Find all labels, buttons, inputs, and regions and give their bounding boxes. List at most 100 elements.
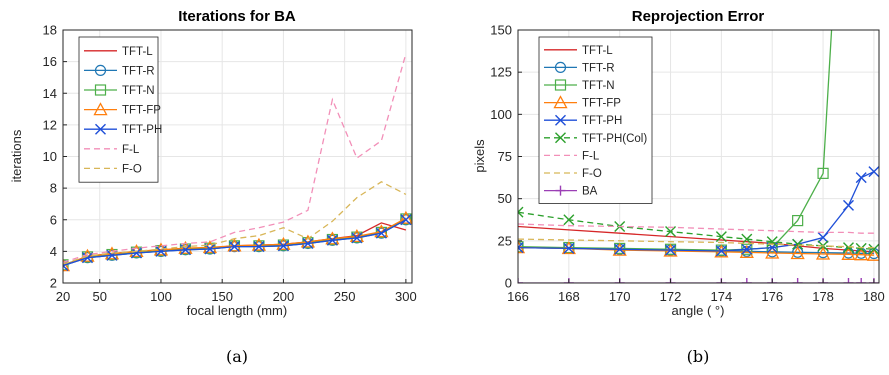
legend-label: TFT-FP [582, 98, 621, 110]
x-tick-label: 168 [558, 289, 580, 304]
legend-label: TFT-R [122, 65, 155, 77]
data-point [375, 227, 387, 239]
data-point [563, 242, 575, 254]
y-tick-label: 8 [50, 181, 57, 196]
series-line [518, 171, 875, 252]
data-point [81, 252, 93, 264]
data-point [792, 238, 804, 250]
data-point [614, 243, 626, 255]
legend-label: TFT-FP [122, 105, 161, 117]
data-point [253, 241, 265, 253]
data-point [130, 247, 142, 259]
legend-marker [555, 114, 566, 126]
data-point [518, 241, 524, 253]
legend-label: F-L [582, 150, 600, 162]
legend-label: TFT-L [122, 46, 153, 58]
y-tick-label: 18 [43, 23, 57, 38]
y-tick-label: 6 [50, 212, 57, 227]
axes-box [62, 29, 413, 284]
y-tick-label: 100 [490, 107, 512, 122]
y-tick-label: 150 [490, 23, 512, 38]
x-tick-label: 250 [334, 289, 356, 304]
series-line [518, 211, 874, 250]
legend-label: F-O [122, 163, 142, 175]
y-tick-label: 25 [498, 233, 512, 248]
y-tick-label: 0 [505, 276, 512, 291]
data-point [868, 166, 879, 178]
data-point [326, 234, 338, 246]
data-point [765, 245, 780, 259]
axes: 166 168 170 172 174 176 178 180 0 25 50 75 100 125 150 [490, 23, 884, 305]
series-line [518, 238, 874, 249]
data-point [817, 167, 829, 179]
data-point [790, 246, 805, 260]
data-point [856, 278, 867, 283]
legend-label: TFT-R [582, 62, 615, 74]
data-point [715, 245, 727, 257]
figure-caption: (a) [226, 347, 248, 366]
y-axis-label: pixels [472, 139, 487, 173]
data-point [792, 214, 804, 227]
legend: TFT-L TFT-R TFT-N TFT-FP TFT-PH TFT-PH(Col) F-… [538, 36, 653, 204]
x-tick-label: 50 [93, 289, 107, 304]
legend-label: F-O [582, 168, 602, 180]
data-point [741, 233, 753, 245]
data-point [741, 278, 752, 283]
data-point [854, 247, 869, 261]
axes-box [517, 29, 880, 284]
data-point [841, 246, 856, 260]
legend-marker [555, 185, 566, 196]
x-axis-label: angle ( °) [672, 303, 725, 318]
x-tick-label: 20 [56, 289, 70, 304]
y-tick-label: 50 [498, 191, 512, 206]
reprojection-error-chart: Reprojection Error 166 168 170 172 174 176 178… [472, 8, 885, 366]
data-point [715, 231, 727, 243]
data-point [665, 244, 677, 256]
legend-marker [554, 79, 567, 91]
legend-label: TFT-PH(Col) [582, 133, 647, 145]
legend-marker [95, 123, 106, 135]
x-tick-label: 174 [711, 289, 733, 304]
x-tick-label: 176 [761, 289, 783, 304]
data-point [855, 172, 867, 184]
y-tick-label: 10 [43, 149, 57, 164]
legend-marker [554, 61, 567, 74]
legend-label: TFT-L [582, 45, 613, 57]
x-axis-label: focal length (mm) [187, 303, 287, 318]
legend-label: TFT-N [582, 80, 615, 92]
x-tick-label: 172 [660, 289, 682, 304]
data-point [277, 240, 289, 252]
legend: TFT-L TFT-R TFT-N TFT-FP TFT-PH F-L F-O [78, 36, 162, 183]
data-point [843, 278, 854, 283]
data-point [815, 246, 831, 260]
data-point [866, 247, 879, 261]
data-point [665, 226, 677, 238]
axes: 20 50 100 150 200 250 300 2 4 6 8 10 12 14 16 18 [43, 23, 417, 305]
data-point [563, 214, 575, 226]
data-point [741, 243, 753, 255]
data-point [400, 213, 412, 225]
y-tick-label: 125 [490, 65, 512, 80]
legend-label: TFT-PH [122, 124, 162, 136]
data-point [817, 231, 829, 243]
y-tick-label: 2 [50, 276, 57, 291]
y-axis-label: iterations [9, 129, 24, 182]
legend-marker [555, 132, 566, 144]
chart-title: Reprojection Error [632, 8, 765, 25]
x-tick-label: 300 [395, 289, 417, 304]
legend-marker [93, 102, 108, 116]
data-point [106, 249, 118, 261]
data-point [351, 232, 363, 244]
series-line [63, 181, 407, 265]
data-point [63, 259, 69, 271]
x-tick-label: 200 [273, 289, 295, 304]
legend-marker [94, 64, 107, 77]
data-point [766, 236, 778, 248]
data-point [302, 237, 314, 249]
y-tick-label: 16 [43, 54, 57, 69]
data-point [855, 242, 867, 254]
x-tick-label: 166 [507, 289, 529, 304]
legend-label: TFT-PH [582, 115, 622, 127]
legend-label: F-L [122, 144, 140, 156]
